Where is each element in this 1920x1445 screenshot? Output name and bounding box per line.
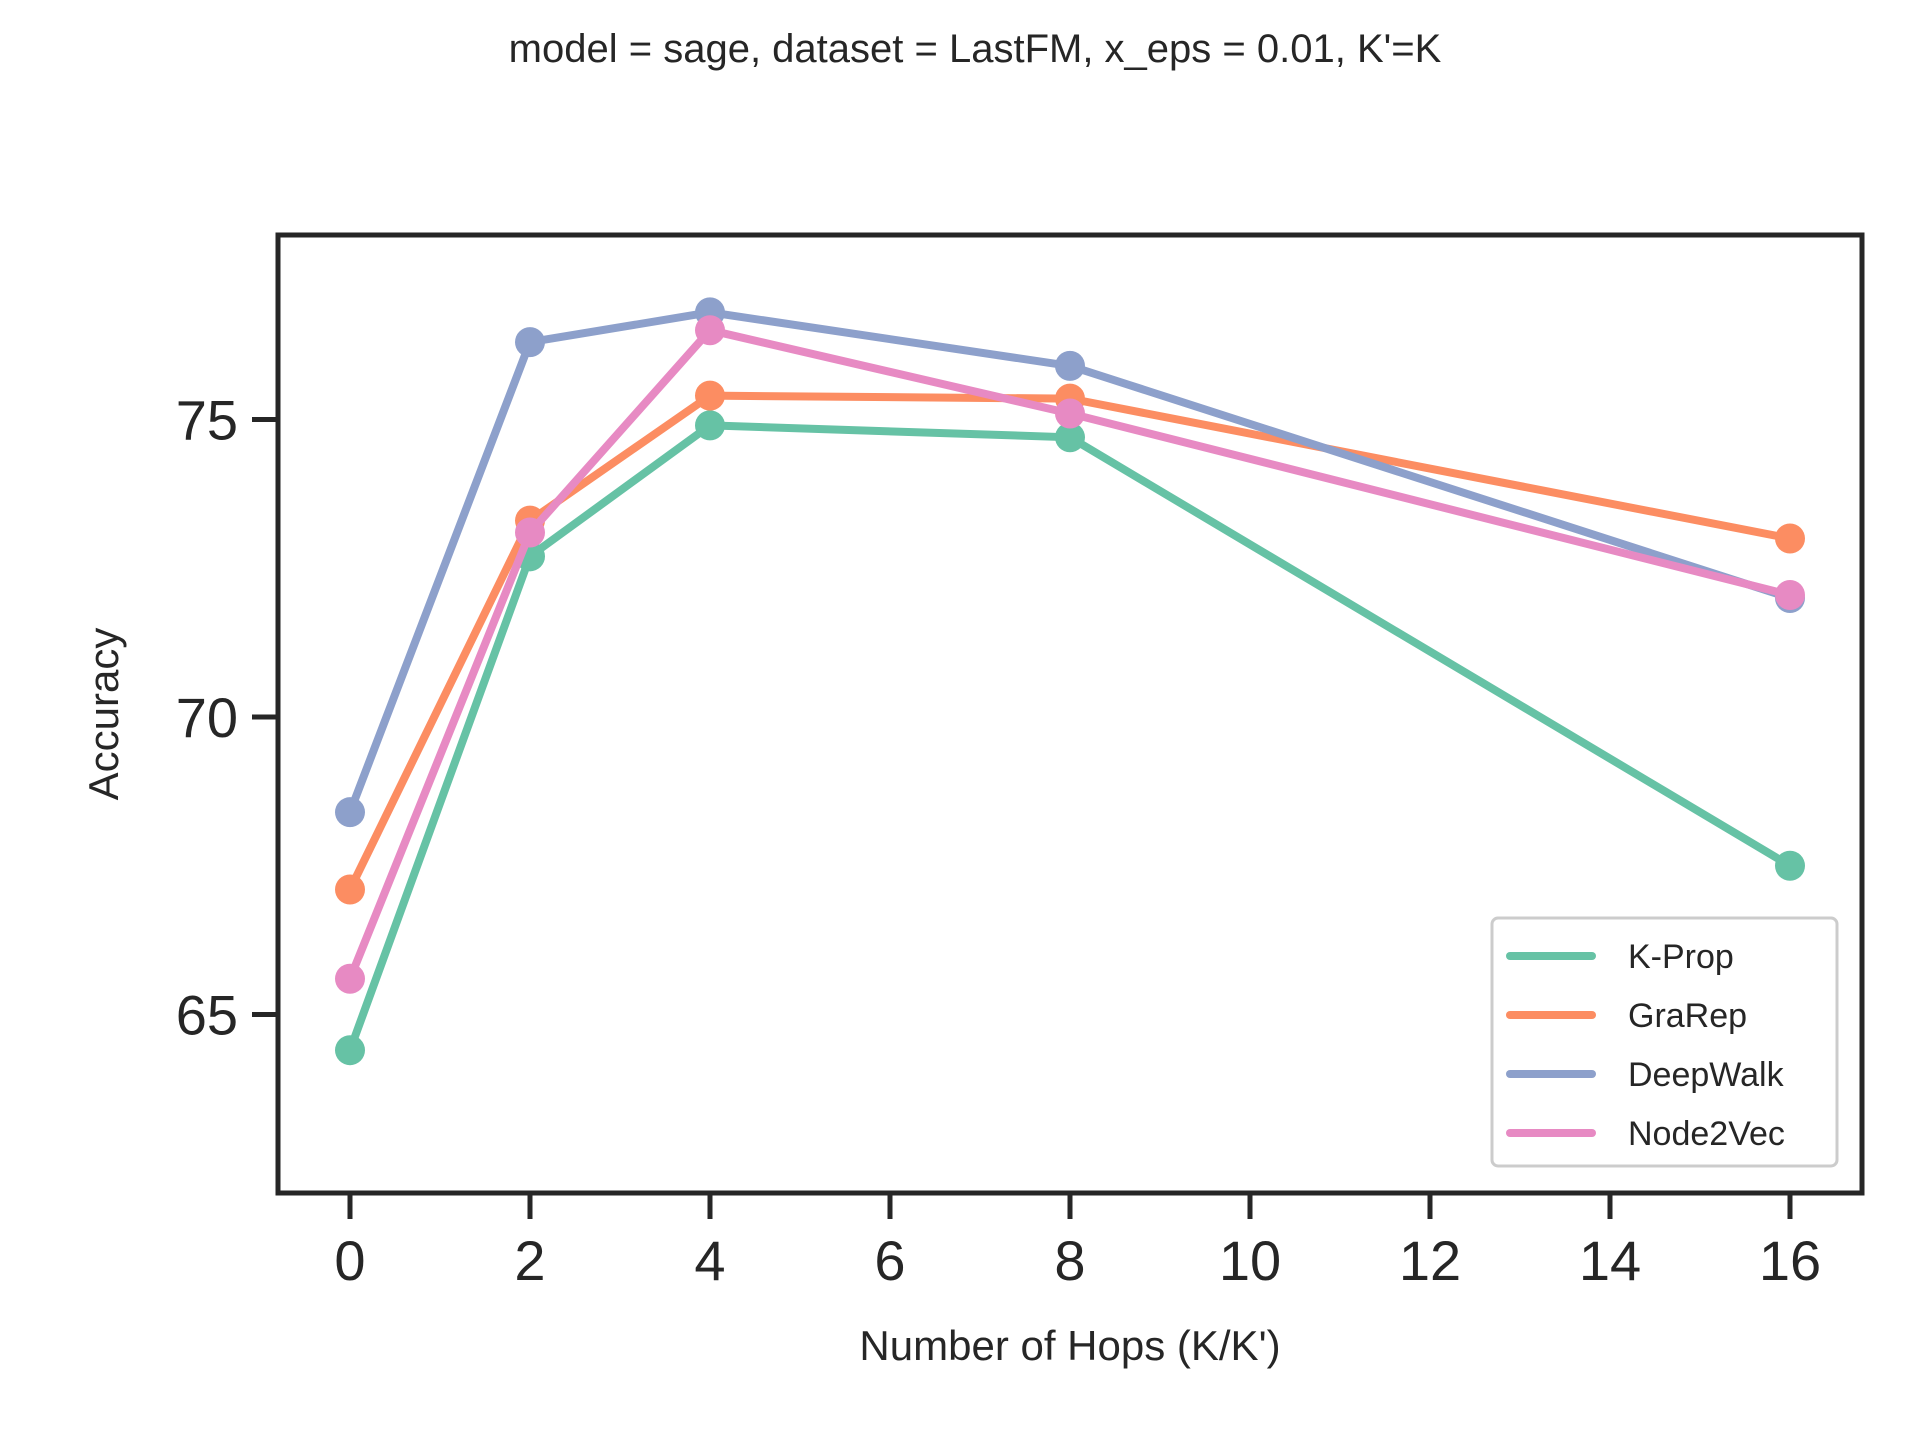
series-grarep bbox=[335, 380, 1805, 905]
series-k-prop bbox=[335, 410, 1805, 1066]
series-layer bbox=[335, 297, 1805, 1066]
legend-label: GraRep bbox=[1628, 997, 1747, 1035]
legend-label: DeepWalk bbox=[1628, 1056, 1785, 1094]
x-tick-label: 0 bbox=[334, 1229, 365, 1292]
data-point bbox=[1775, 579, 1805, 610]
data-point bbox=[1055, 422, 1085, 453]
data-point bbox=[1775, 850, 1805, 881]
data-point bbox=[335, 874, 365, 905]
data-point bbox=[515, 517, 545, 548]
x-tick-label: 4 bbox=[694, 1229, 725, 1292]
legend-label: Node2Vec bbox=[1628, 1115, 1785, 1153]
legend-label: K-Prop bbox=[1628, 938, 1734, 976]
data-point bbox=[335, 797, 365, 828]
x-tick-label: 8 bbox=[1054, 1229, 1085, 1292]
x-tick-label: 10 bbox=[1219, 1229, 1281, 1292]
data-point bbox=[1055, 398, 1085, 429]
y-tick-label: 70 bbox=[176, 686, 238, 749]
data-point bbox=[695, 410, 725, 441]
x-tick-label: 12 bbox=[1399, 1229, 1461, 1292]
x-tick-label: 14 bbox=[1579, 1229, 1641, 1292]
series-line bbox=[346, 391, 1794, 894]
legend: K-Prop GraRep DeepWalk Node2Vec bbox=[1490, 916, 1839, 1168]
data-point bbox=[1055, 350, 1085, 381]
y-tick-label: 75 bbox=[176, 388, 238, 451]
data-point bbox=[695, 380, 725, 411]
x-axis-label: Number of Hops (K/K') bbox=[859, 1322, 1280, 1369]
y-tick-label: 65 bbox=[176, 983, 238, 1046]
x-tick-label: 2 bbox=[514, 1229, 545, 1292]
x-tick-label: 6 bbox=[874, 1229, 905, 1292]
series-node2vec bbox=[335, 315, 1805, 994]
data-point bbox=[695, 315, 725, 346]
data-point bbox=[515, 327, 545, 358]
y-axis-label: Accuracy bbox=[80, 628, 127, 801]
data-point bbox=[1775, 523, 1805, 554]
data-point bbox=[335, 963, 365, 994]
x-tick-label: 16 bbox=[1759, 1229, 1821, 1292]
chart-title: model = sage, dataset = LastFM, x_eps = … bbox=[509, 27, 1442, 71]
plot-frame bbox=[275, 232, 1865, 1196]
axis-ticks: 0 2 4 6 8 10 12 14 16 65 70 75 bbox=[176, 388, 1821, 1292]
data-point bbox=[335, 1035, 365, 1066]
legend-box bbox=[1490, 916, 1839, 1168]
